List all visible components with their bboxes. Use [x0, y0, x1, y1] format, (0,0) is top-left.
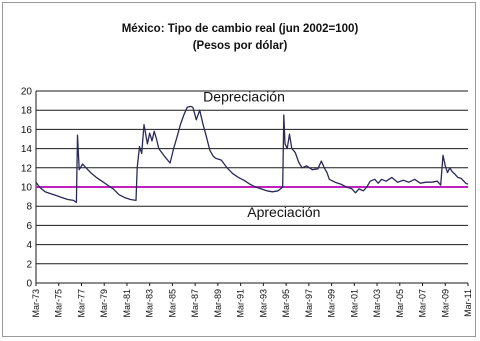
x-tick-label: Mar-11 [463, 289, 473, 317]
y-tick-label: 8 [26, 202, 32, 213]
x-tick-label: Mar-97 [304, 289, 314, 318]
x-tick-label: Mar-99 [327, 289, 337, 318]
annotation-label: Apreciación [247, 204, 320, 220]
x-tick-label: Mar-95 [281, 289, 291, 318]
x-tick-label: Mar-79 [99, 289, 109, 318]
y-tick-label: 4 [26, 240, 32, 251]
y-tick-label: 16 [21, 125, 33, 136]
y-tick-label: 0 [26, 279, 32, 290]
x-tick-label: Mar-07 [418, 289, 428, 318]
y-tick-label: 14 [21, 144, 33, 155]
x-tick-label: Mar-05 [395, 289, 405, 318]
x-tick-label: Mar-91 [236, 289, 246, 318]
y-tick-label: 6 [26, 221, 32, 232]
x-tick-label: Mar-81 [122, 289, 132, 318]
x-tick-label: Mar-75 [54, 289, 64, 318]
x-tick-label: Mar-87 [190, 289, 200, 318]
y-tick-label: 20 [21, 87, 33, 98]
chart-title: México: Tipo de cambio real (jun 2002=10… [121, 23, 359, 35]
x-tick-label: Mar-73 [31, 289, 41, 318]
x-tick-label: Mar-77 [76, 289, 86, 318]
x-tick-label: Mar-01 [349, 289, 359, 318]
chart-frame [2, 2, 476, 337]
x-tick-label: Mar-83 [145, 289, 155, 318]
y-tick-label: 12 [21, 163, 33, 174]
annotation-label: Depreciación [203, 89, 285, 105]
x-tick-label: Mar-89 [213, 289, 223, 318]
series-line [35, 105, 469, 204]
y-tick-label: 10 [21, 183, 33, 194]
x-tick-label: Mar-03 [372, 289, 382, 318]
chart-subtitle: (Pesos por dólar) [192, 40, 288, 52]
y-tick-label: 2 [26, 259, 32, 270]
x-tick-label: Mar-09 [440, 289, 450, 318]
x-tick-label: Mar-85 [167, 289, 177, 318]
y-tick-label: 18 [21, 106, 33, 117]
x-tick-label: Mar-93 [258, 289, 268, 318]
